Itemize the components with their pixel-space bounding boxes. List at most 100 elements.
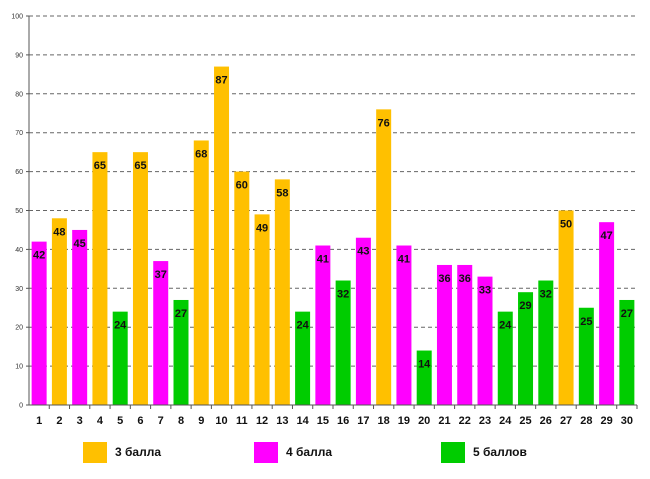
bar-14 [295,311,311,405]
data-label-4: 65 [94,160,106,172]
x-tick-label-9: 9 [198,415,204,427]
legend-item-4: 4 балла [254,440,332,464]
data-label-1: 42 [33,250,45,262]
x-tick-label-15: 15 [317,415,329,427]
bar-25 [518,292,534,405]
data-label-27: 50 [560,219,572,231]
bar-23 [477,276,493,405]
data-label-2: 48 [53,226,65,238]
x-axis-ticks: 1 2 3 4 5 6 7 8 9 10 11 12 13 14 15 16 17 18 19 20 21 22 23 24 2… [36,405,638,427]
y-tick-label: 70 [15,130,23,137]
data-label-16: 32 [337,289,349,301]
y-tick-label: 100 [11,14,23,21]
data-label-29: 47 [600,230,612,242]
y-tick-label: 80 [15,91,23,98]
x-tick-label-6: 6 [137,415,143,427]
y-tick-label: 10 [15,364,23,371]
y-axis-ticks: 0 10 20 30 40 50 60 70 80 90 100 [11,14,29,410]
data-label-25: 29 [519,300,531,312]
bar-13 [274,179,290,405]
bar-5 [112,311,128,405]
data-label-20: 14 [418,359,431,371]
data-label-30: 27 [621,308,633,320]
data-label-6: 65 [134,160,146,172]
x-tick-label-24: 24 [499,415,512,427]
x-tick-label-10: 10 [215,415,227,427]
x-tick-label-16: 16 [337,415,349,427]
bar-4 [92,152,108,405]
bar-22 [457,264,473,405]
bar-17 [355,237,371,405]
x-tick-label-29: 29 [600,415,612,427]
x-tick-label-27: 27 [560,415,572,427]
bar-21 [436,264,452,405]
data-label-18: 76 [378,117,390,129]
data-label-11: 60 [236,180,248,192]
x-tick-label-19: 19 [398,415,410,427]
bar-27 [558,210,574,405]
legend-label-3: 3 балла [115,445,162,459]
x-tick-label-13: 13 [276,415,288,427]
bar-8 [173,299,189,405]
x-tick-label-4: 4 [97,415,104,427]
bars [31,66,635,406]
data-label-17: 43 [357,246,369,258]
x-tick-label-1: 1 [36,415,42,427]
bar-6 [132,152,148,405]
legend-swatch-3 [83,441,107,463]
x-tick-label-12: 12 [256,415,268,427]
data-label-9: 68 [195,148,207,160]
bar-12 [254,214,270,405]
data-label-12: 49 [256,222,268,234]
x-tick-label-30: 30 [621,415,633,427]
data-label-21: 36 [438,273,450,285]
x-tick-label-21: 21 [438,415,450,427]
data-label-24: 24 [499,320,512,332]
x-tick-label-11: 11 [236,415,248,427]
x-tick-label-23: 23 [479,415,491,427]
bar-10 [214,66,230,405]
x-tick-label-28: 28 [580,415,592,427]
y-tick-label: 40 [15,247,23,254]
bar-15 [315,245,331,405]
bar-9 [193,140,209,406]
x-tick-label-5: 5 [117,415,123,427]
legend-item-5: 5 баллов [441,440,527,464]
data-label-19: 41 [398,254,410,266]
gridlines [29,15,637,367]
x-tick-label-7: 7 [158,415,164,427]
bar-16 [335,280,351,405]
data-label-28: 25 [580,316,592,328]
data-label-3: 45 [74,238,86,250]
data-label-10: 87 [215,75,227,87]
y-tick-label: 50 [15,208,23,215]
x-tick-label-3: 3 [77,415,83,427]
y-tick-label: 60 [15,169,23,176]
bar-29 [599,222,615,405]
data-label-23: 33 [479,285,491,297]
bar-11 [234,171,250,405]
data-label-8: 27 [175,308,187,320]
data-label-15: 41 [317,254,329,266]
data-label-13: 58 [276,187,288,199]
legend-swatch-4 [254,441,278,463]
x-tick-label-17: 17 [357,415,369,427]
x-tick-label-25: 25 [519,415,531,427]
bar-7 [153,261,169,405]
bar-28 [578,307,594,405]
legend-label-5: 5 баллов [473,445,527,459]
x-tick-label-2: 2 [56,415,62,427]
data-label-5: 24 [114,320,127,332]
bar-3 [72,229,88,405]
y-tick-label: 30 [15,286,23,293]
bar-2 [51,218,67,405]
bar-1 [31,241,47,405]
bar-18 [376,109,392,406]
legend-item-3: 3 балла [83,440,161,464]
data-label-7: 37 [155,269,167,281]
x-tick-label-22: 22 [459,415,471,427]
bar-30 [619,299,635,405]
x-tick-label-14: 14 [296,415,309,427]
bar-20 [416,350,432,405]
